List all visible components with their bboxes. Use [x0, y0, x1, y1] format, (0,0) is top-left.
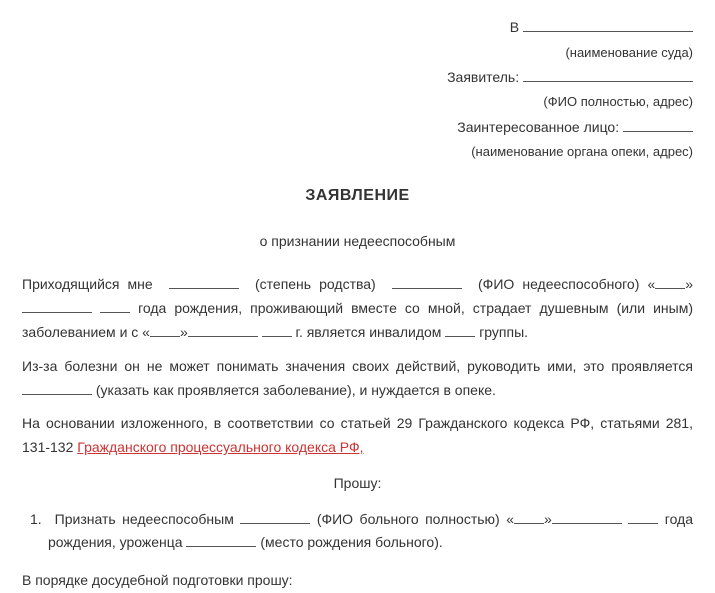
- patient-fio-blank[interactable]: [240, 511, 310, 524]
- pretrial-label: В порядке досудебной подготовки прошу:: [22, 569, 693, 593]
- applicant-prefix: Заявитель:: [447, 69, 519, 85]
- paragraph-1: Приходящийся мне (степень родства) (ФИО …: [22, 273, 693, 344]
- day-blank-3[interactable]: [514, 511, 544, 524]
- group-blank[interactable]: [445, 324, 475, 337]
- symptom-blank[interactable]: [22, 382, 92, 395]
- ask-label: Прошу:: [22, 474, 693, 494]
- p1-relation-hint: (степень родства): [255, 276, 376, 292]
- document-subtitle: о признании недееспособным: [22, 232, 693, 252]
- law-link[interactable]: Гражданского процессуального кодекса РФ,: [77, 439, 363, 455]
- interested-line: Заинтересованное лицо:: [22, 118, 693, 138]
- applicant-hint: (ФИО полностью, адрес): [22, 93, 693, 111]
- applicant-name-blank[interactable]: [523, 69, 693, 82]
- p2-text-b: (указать как проявляется заболевание), и…: [96, 382, 496, 398]
- fio-blank[interactable]: [392, 277, 462, 290]
- interested-prefix: Заинтересованное лицо:: [457, 119, 619, 135]
- interested-name-blank[interactable]: [623, 119, 693, 132]
- day-blank-2[interactable]: [150, 324, 180, 337]
- header-block: В (наименование суда) Заявитель: (ФИО по…: [22, 18, 693, 161]
- p1-text-d: группы.: [479, 324, 528, 340]
- court-hint: (наименование суда): [22, 44, 693, 62]
- paragraph-3: На основании изложенного, в соответствии…: [22, 412, 693, 460]
- year-blank-2[interactable]: [262, 324, 292, 337]
- p2-text-a: Из-за болезни он не может понимать значе…: [22, 358, 693, 374]
- interested-hint: (наименование органа опеки, адрес): [22, 143, 693, 161]
- relation-blank[interactable]: [169, 277, 239, 290]
- list-number-1: 1.: [30, 511, 42, 527]
- i1-hint-place: (место рождения больного).: [260, 534, 442, 550]
- p1-name-hint: (ФИО недееспособного): [478, 276, 639, 292]
- i1-hint-name: (ФИО больного полностью): [317, 511, 500, 527]
- month-blank-2[interactable]: [188, 324, 258, 337]
- month-blank-1[interactable]: [22, 301, 92, 314]
- i1-text-a: Признать недееспособным: [55, 511, 234, 527]
- court-line: В: [22, 18, 693, 38]
- list-item-1: 1. Признать недееспособным (ФИО больного…: [22, 508, 693, 556]
- court-name-blank[interactable]: [523, 19, 693, 32]
- year-blank-3[interactable]: [628, 511, 658, 524]
- applicant-line: Заявитель:: [22, 68, 693, 88]
- year-blank-1[interactable]: [100, 301, 130, 314]
- month-blank-3[interactable]: [552, 511, 622, 524]
- document-title: ЗАЯВЛЕНИЕ: [22, 185, 693, 207]
- birthplace-blank[interactable]: [186, 535, 256, 548]
- p1-text-a: Приходящийся мне: [22, 276, 153, 292]
- p1-text-c: г. является инвалидом: [296, 324, 442, 340]
- to-prefix: В: [510, 19, 519, 35]
- paragraph-2: Из-за болезни он не может понимать значе…: [22, 355, 693, 403]
- day-blank-1[interactable]: [655, 277, 685, 290]
